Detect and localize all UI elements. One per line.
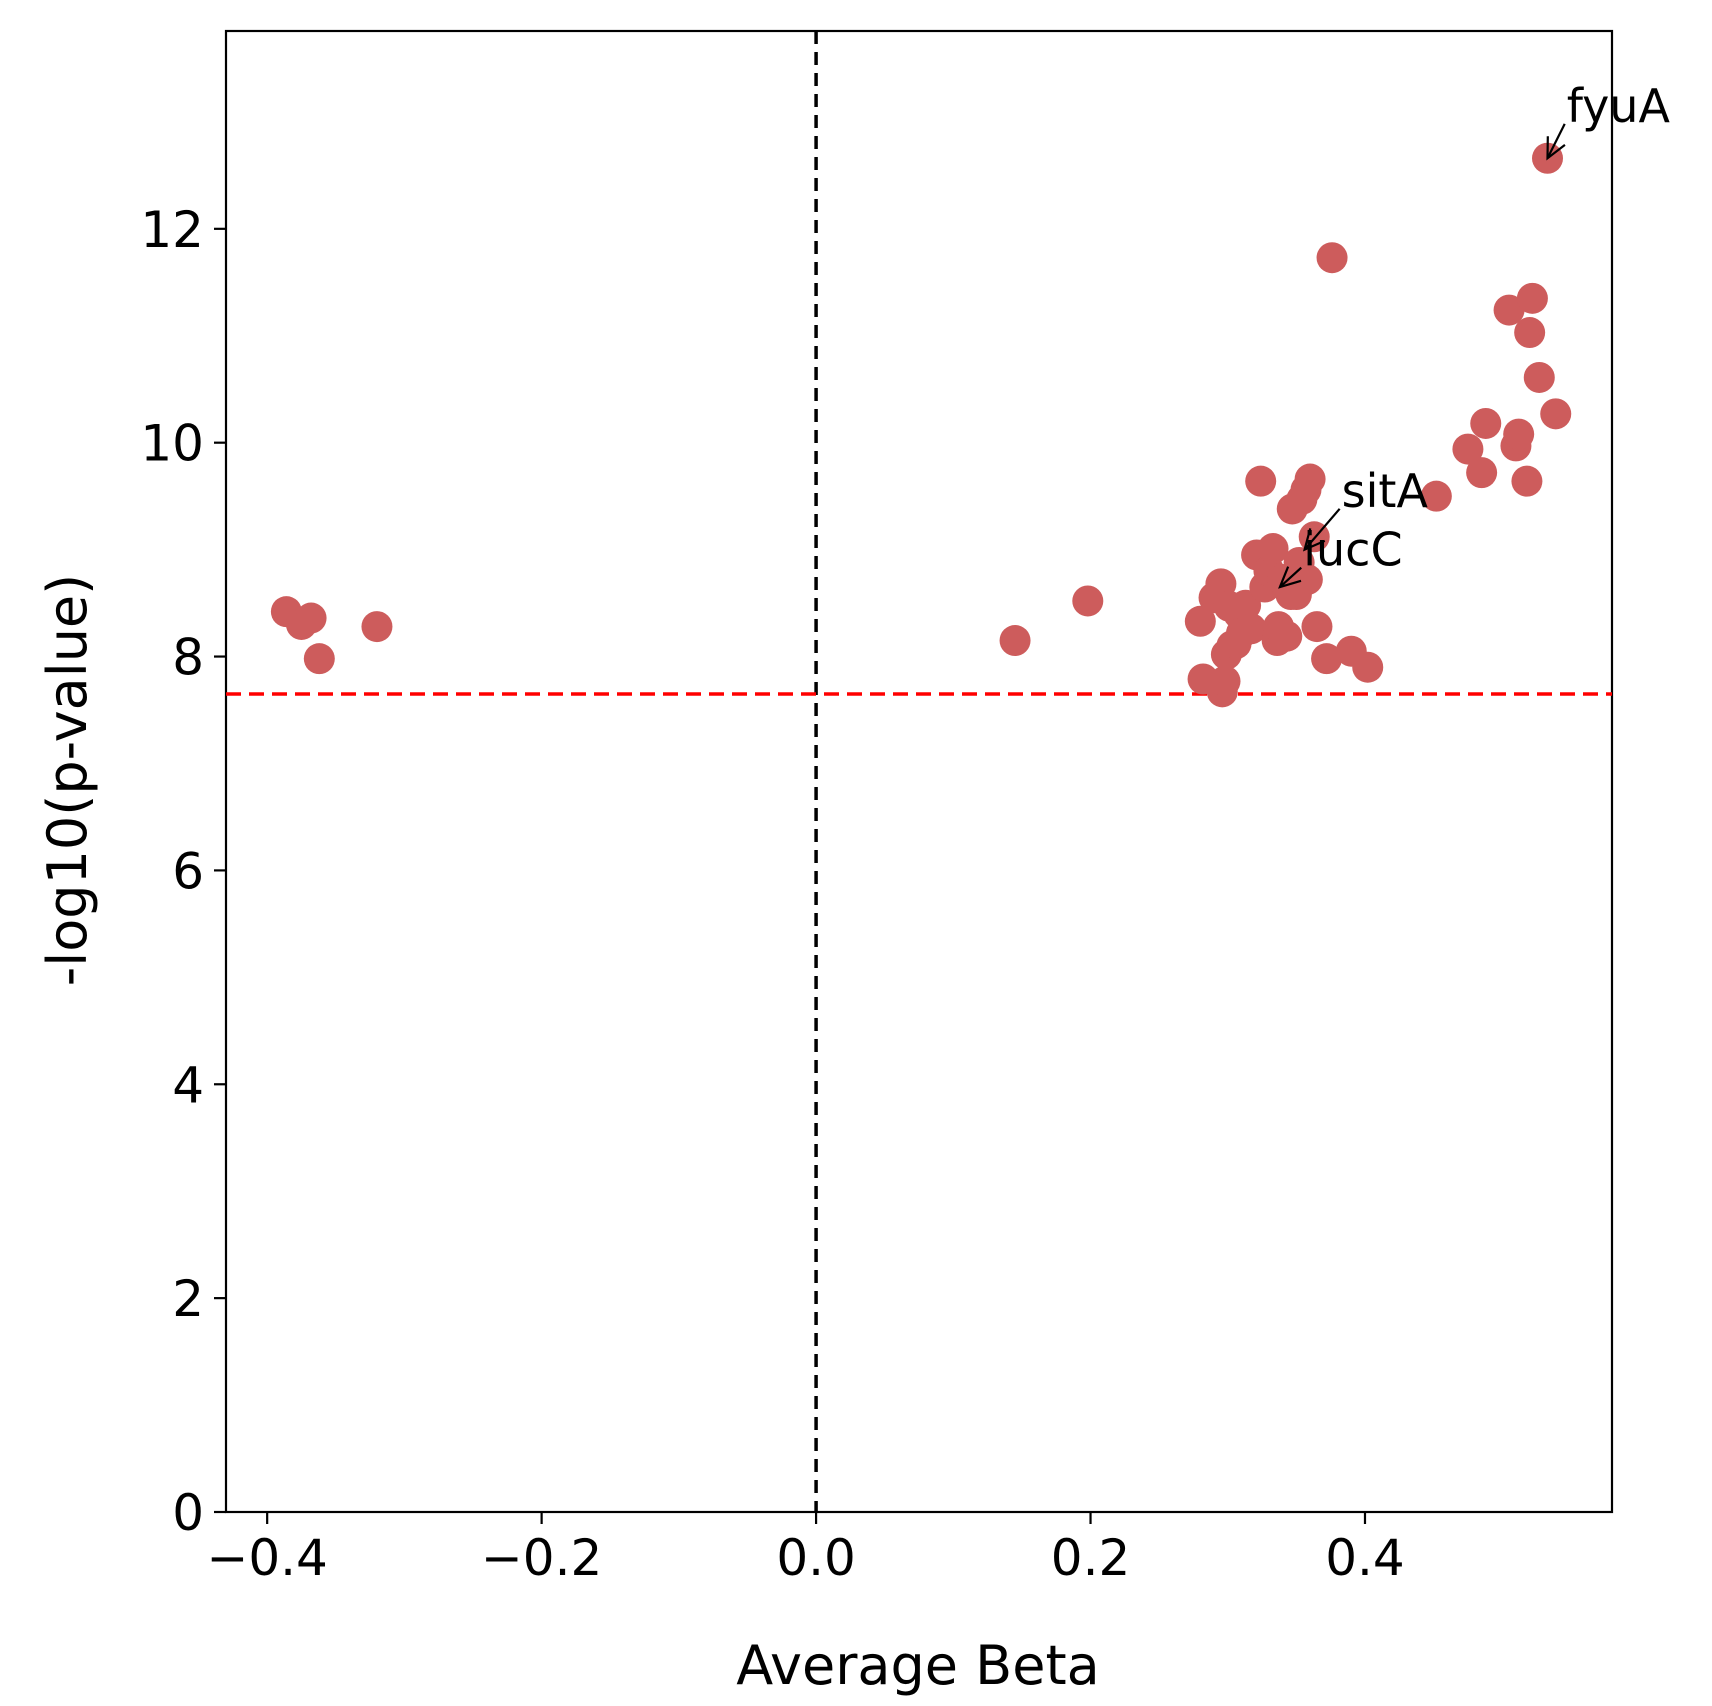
y-axis: 0 2 4 6 8 10 12 [140, 201, 226, 1542]
data-point [1235, 613, 1267, 645]
plot-frame [224, 29, 1614, 1514]
data-point [1470, 407, 1502, 439]
annotation-arrowhead [1278, 566, 1302, 589]
data-point [1540, 398, 1572, 430]
y-tick-label: 6 [172, 842, 204, 900]
data-point [1311, 643, 1343, 675]
y-tick-label: 4 [172, 1056, 204, 1114]
data-point [1452, 433, 1484, 465]
data-point [1072, 585, 1104, 617]
data-point [1514, 317, 1546, 349]
x-tick-label: −0.4 [206, 1529, 327, 1587]
data-point [1245, 465, 1277, 497]
y-tick-label: 12 [140, 201, 204, 259]
data-point [1294, 463, 1326, 495]
data-point [1291, 564, 1323, 596]
annotation-arrowhead [1546, 136, 1566, 161]
data-point [361, 611, 393, 643]
data-point [303, 643, 335, 675]
data-point [1466, 457, 1498, 489]
annotation-label: fyuA [1567, 79, 1671, 133]
data-point [1511, 465, 1543, 497]
annotation-arrowhead [1302, 528, 1326, 552]
x-tick-label: −0.2 [481, 1529, 602, 1587]
annotation-arrow [1303, 508, 1341, 551]
x-axis-title: Average Beta [736, 1634, 1099, 1697]
data-point [1184, 605, 1216, 637]
annotation-label: sitA [1342, 464, 1429, 518]
y-tick-label: 0 [172, 1484, 204, 1542]
x-tick-label: 0.4 [1325, 1529, 1405, 1587]
x-axis: −0.4 −0.2 0.0 0.2 0.4 [206, 1512, 1405, 1587]
data-point [295, 602, 327, 634]
data-point [1209, 665, 1241, 697]
annotation-arrow [1546, 123, 1566, 159]
data-point [999, 625, 1031, 657]
y-tick-label: 8 [172, 629, 204, 687]
x-tick-label: 0.2 [1051, 1529, 1131, 1587]
data-point [1516, 282, 1548, 314]
y-tick-label: 10 [140, 415, 204, 473]
data-point [1257, 533, 1289, 565]
data-points [270, 142, 1572, 708]
data-point [1301, 611, 1333, 643]
data-point [1316, 242, 1348, 274]
y-axis-title: -log10(p-value) [36, 574, 99, 986]
y-tick-label: 2 [172, 1270, 204, 1328]
data-point [1523, 361, 1555, 393]
data-point [1352, 651, 1384, 683]
data-point [1420, 480, 1452, 512]
annotation-arrow [1279, 566, 1302, 588]
annotation-label: iucC [1303, 523, 1402, 577]
data-point [1271, 620, 1303, 652]
data-point [1503, 418, 1535, 450]
data-point [1493, 294, 1525, 326]
x-tick-label: 0.0 [776, 1529, 856, 1587]
